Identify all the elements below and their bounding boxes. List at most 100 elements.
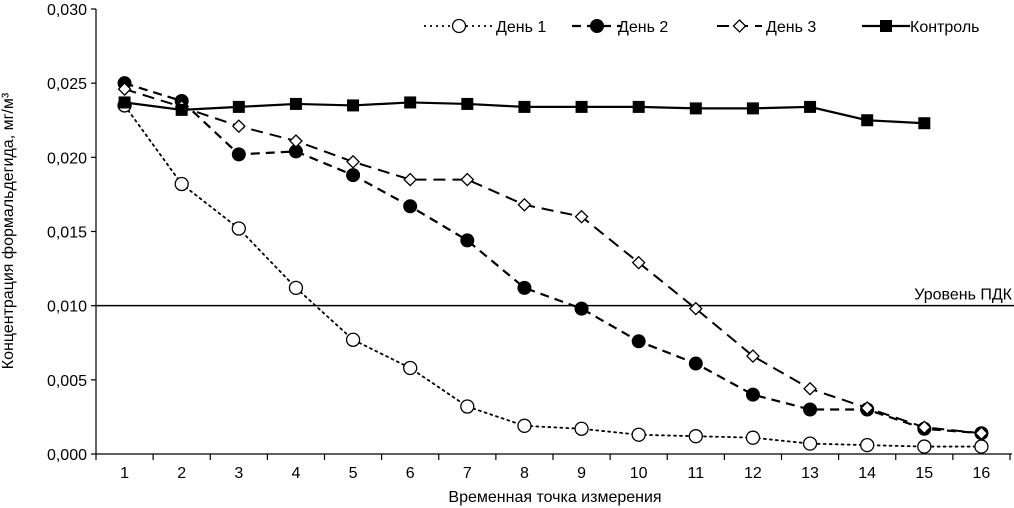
- data-point: [346, 154, 360, 169]
- data-point: [118, 96, 131, 109]
- data-point: [404, 96, 417, 109]
- data-point: [803, 381, 817, 396]
- data-point: [689, 102, 702, 115]
- axes: [95, 9, 1012, 455]
- reference-line-group: Уровень ПДК: [96, 287, 1014, 307]
- data-point: [231, 221, 246, 236]
- data-point: [403, 172, 418, 187]
- data-point: [460, 399, 475, 414]
- series-line: [124, 82, 982, 435]
- series-День 1: [117, 98, 989, 454]
- data-point: [631, 334, 646, 349]
- data-point: [175, 103, 188, 116]
- data-point: [802, 436, 818, 451]
- y-axis-title: Концентрация формальдегида, мг/м³: [0, 92, 17, 369]
- data-point: [745, 430, 761, 445]
- x-tick-label: 16: [973, 465, 991, 482]
- data-point: [732, 19, 747, 33]
- x-tick-label: 13: [801, 465, 819, 482]
- legend-item: День 2: [572, 19, 668, 36]
- legend-item: Контроль: [862, 19, 980, 36]
- data-point: [631, 255, 646, 270]
- legend-item: День 3: [717, 19, 816, 36]
- data-point: [403, 360, 418, 376]
- data-point: [746, 349, 760, 364]
- data-point: [974, 439, 989, 454]
- series-layer: [117, 76, 989, 454]
- data-point: [232, 100, 245, 113]
- data-point: [403, 199, 418, 214]
- data-point: [575, 100, 588, 113]
- data-point: [688, 356, 703, 371]
- y-tick-label: 0,025: [47, 76, 87, 93]
- x-tick-label: 5: [349, 465, 358, 482]
- x-axis-title: Временная точка измерения: [448, 489, 661, 506]
- data-point: [346, 168, 361, 183]
- data-point: [574, 209, 589, 224]
- y-tick-label: 0,005: [47, 373, 87, 390]
- x-tick-label: 1: [120, 465, 129, 482]
- data-point: [974, 426, 989, 441]
- x-tick-label: 11: [688, 465, 705, 482]
- data-point: [917, 439, 932, 454]
- data-point: [461, 97, 474, 110]
- data-point: [231, 147, 246, 162]
- series-День 3: [117, 82, 989, 441]
- data-point: [347, 99, 360, 112]
- data-point: [688, 429, 703, 444]
- data-point: [917, 420, 932, 435]
- x-tick-label: 7: [463, 465, 472, 482]
- data-point: [745, 387, 760, 402]
- data-point: [803, 402, 818, 417]
- data-point: [590, 19, 604, 33]
- y-axis-ticks: 0,000 0,005 0,010 0,015 0,020 0,025 0,030: [47, 2, 96, 464]
- data-point: [517, 418, 532, 433]
- legend-label: День 1: [496, 19, 546, 36]
- data-point: [345, 332, 361, 347]
- x-tick-label: 8: [520, 465, 529, 482]
- x-tick-label: 3: [234, 465, 243, 482]
- data-point: [860, 401, 875, 415]
- data-point: [574, 301, 589, 316]
- data-point: [460, 233, 475, 248]
- y-tick-label: 0,030: [47, 2, 87, 19]
- series-Контроль: [118, 96, 931, 130]
- x-tick-label: 4: [291, 465, 300, 482]
- data-point: [460, 172, 475, 187]
- legend-label: День 2: [618, 19, 668, 36]
- x-tick-label: 15: [915, 465, 933, 482]
- x-tick-label: 10: [630, 465, 648, 482]
- legend-item: День 1: [424, 18, 546, 36]
- y-tick-label: 0,015: [47, 225, 87, 242]
- data-point: [451, 18, 467, 34]
- pdk-reference-label: Уровень ПДК: [914, 287, 1012, 304]
- data-point: [880, 20, 892, 32]
- legend-label: День 3: [766, 19, 816, 36]
- legend: День 1 День 2 День 3 Контроль: [424, 18, 980, 36]
- data-point: [517, 197, 532, 212]
- x-tick-label: 9: [577, 465, 586, 482]
- data-point: [804, 100, 817, 113]
- x-axis-ticks: 1 2 3 4 5 6 7 8 9 10 11 12 13 14 15 16: [95, 454, 1011, 482]
- data-point: [231, 119, 246, 134]
- data-point: [918, 117, 931, 130]
- data-point: [746, 102, 759, 115]
- data-point: [517, 280, 532, 295]
- x-tick-label: 6: [406, 465, 415, 482]
- series-line: [123, 104, 983, 448]
- data-point: [117, 82, 132, 97]
- data-point: [518, 100, 531, 113]
- y-tick-label: 0,010: [47, 299, 87, 316]
- data-point: [631, 427, 646, 442]
- data-point: [288, 280, 304, 296]
- data-point: [860, 437, 875, 453]
- x-tick-label: 2: [177, 465, 186, 482]
- data-point: [688, 301, 703, 316]
- legend-label: Контроль: [910, 19, 980, 36]
- series-line: [124, 88, 982, 435]
- data-point: [174, 176, 189, 192]
- data-point: [632, 100, 645, 113]
- data-point: [574, 421, 589, 436]
- data-point: [861, 114, 874, 127]
